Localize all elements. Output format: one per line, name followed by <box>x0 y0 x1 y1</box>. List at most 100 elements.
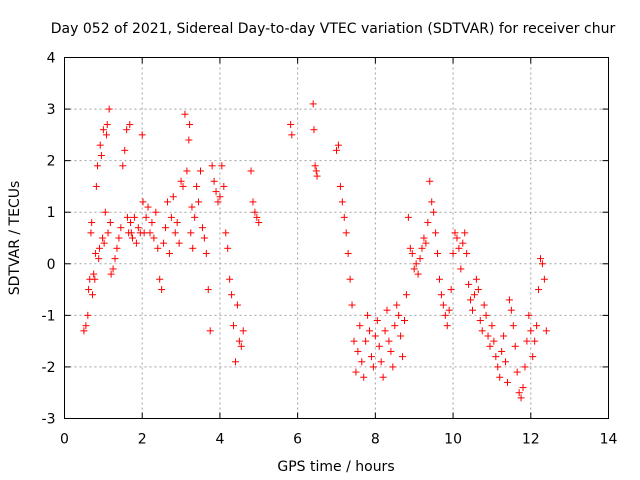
data-point <box>218 162 226 170</box>
data-point <box>173 219 181 227</box>
data-point <box>406 244 414 252</box>
data-point <box>432 229 440 237</box>
data-point <box>342 229 350 237</box>
data-point <box>453 234 461 242</box>
data-point <box>507 306 515 314</box>
data-point <box>188 203 196 211</box>
data-point <box>92 249 100 257</box>
data-point <box>385 337 393 345</box>
data-point <box>410 265 418 273</box>
data-point <box>387 347 395 355</box>
data-point <box>397 332 405 340</box>
data-point <box>126 121 134 129</box>
data-point <box>540 275 548 283</box>
data-point <box>249 198 257 206</box>
data-point <box>523 337 531 345</box>
data-point <box>537 255 544 263</box>
data-point <box>183 167 191 175</box>
data-point <box>352 368 360 376</box>
data-point <box>494 363 502 371</box>
data-point <box>85 286 93 294</box>
data-point <box>344 249 352 257</box>
data-point <box>142 213 150 221</box>
data-point <box>92 182 100 190</box>
data-point <box>538 260 546 268</box>
data-point <box>379 373 387 381</box>
x-tick-label: 6 <box>293 432 302 448</box>
data-point <box>457 265 465 273</box>
data-point <box>470 291 478 299</box>
data-point <box>434 249 442 257</box>
y-tick-label: -1 <box>42 308 56 324</box>
data-point <box>478 327 486 335</box>
data-point <box>117 224 125 232</box>
data-point <box>193 182 201 190</box>
x-tick-label: 4 <box>215 432 224 448</box>
data-point <box>529 353 537 361</box>
data-point <box>235 337 243 345</box>
data-point <box>420 234 428 242</box>
data-point <box>109 265 117 273</box>
plot-frame <box>64 57 609 419</box>
data-point <box>167 213 175 221</box>
data-point <box>312 167 320 175</box>
data-point <box>542 327 550 335</box>
data-point <box>535 286 543 294</box>
data-point <box>525 311 533 319</box>
data-point <box>533 322 541 330</box>
data-point <box>104 229 112 237</box>
data-point <box>253 213 261 221</box>
y-tick-label: 4 <box>47 51 56 67</box>
data-point <box>313 172 321 180</box>
data-point <box>139 198 147 206</box>
data-point <box>228 291 236 299</box>
data-point <box>224 244 232 252</box>
data-point <box>127 229 135 237</box>
data-point <box>521 363 529 371</box>
data-point <box>251 208 259 216</box>
data-point <box>430 208 438 216</box>
data-point <box>366 327 374 335</box>
data-point <box>404 213 412 221</box>
data-point <box>360 373 368 381</box>
data-point <box>461 229 469 237</box>
data-point <box>80 327 88 335</box>
data-point <box>517 394 525 402</box>
data-point <box>130 213 138 221</box>
data-point <box>435 275 443 283</box>
data-point <box>84 311 92 319</box>
data-point <box>239 327 247 335</box>
data-point <box>486 342 494 350</box>
data-point <box>148 219 156 227</box>
data-point <box>443 322 451 330</box>
data-point <box>103 121 111 129</box>
x-tick-label: 10 <box>444 432 462 448</box>
y-axis-label: SDTVAR / TECUs <box>7 181 23 296</box>
data-point <box>181 110 189 118</box>
data-point <box>309 100 317 108</box>
data-point <box>123 213 131 221</box>
data-point <box>169 193 177 201</box>
x-tick-label: 8 <box>371 432 380 448</box>
data-point <box>163 198 171 206</box>
data-point <box>346 275 354 283</box>
data-point <box>162 224 170 232</box>
y-tick-label: 3 <box>47 102 56 118</box>
x-tick-label: 12 <box>522 432 540 448</box>
grid-lines <box>64 57 609 419</box>
data-point <box>105 105 113 113</box>
data-point <box>210 177 218 185</box>
data-point <box>391 322 399 330</box>
data-point <box>231 358 239 366</box>
data-point <box>465 280 473 288</box>
data-point <box>220 182 228 190</box>
data-point <box>348 301 356 309</box>
data-point <box>371 332 379 340</box>
data-point <box>191 213 199 221</box>
data-point <box>204 286 212 294</box>
data-point <box>198 224 206 232</box>
data-point <box>156 275 164 283</box>
data-point <box>160 239 168 247</box>
